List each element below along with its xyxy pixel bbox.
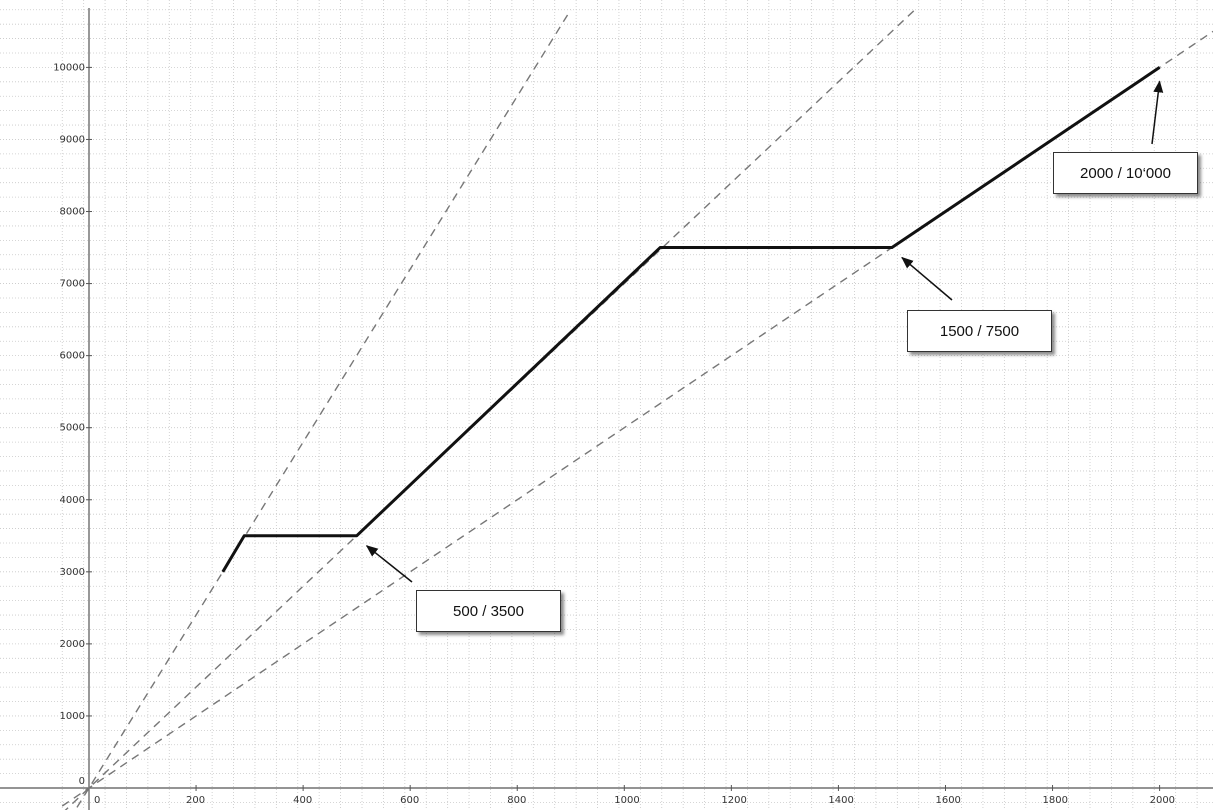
x-tick-label: 800: [507, 795, 526, 806]
y-tick-label: 1000: [60, 711, 85, 722]
y-tick-label: 3000: [60, 567, 85, 578]
annotation-arrow-2: [901, 256, 953, 301]
y-tick-label: 2000: [60, 639, 85, 650]
x-tick-label: 1800: [1043, 795, 1068, 806]
reference-line-3: [61, 30, 1213, 807]
y-tick-label: 4000: [60, 495, 85, 506]
reference-lines: [61, 9, 1213, 810]
callout-1500-7500: 1500 / 7500: [907, 310, 1052, 352]
annotation-arrow-1: [365, 545, 413, 583]
x-tick-label: 1000: [614, 795, 639, 806]
reference-line-1: [74, 9, 572, 810]
x-tick-label: 0: [94, 795, 100, 806]
y-tick-label: 6000: [60, 351, 85, 362]
axes: [0, 8, 1213, 810]
x-tick-label: 1200: [721, 795, 746, 806]
series: [221, 66, 1161, 573]
x-tick-label: 1400: [828, 795, 853, 806]
y-tick-label: 5000: [60, 423, 85, 434]
y-tick-label: 8000: [60, 207, 85, 218]
y-tick-label: 10000: [53, 62, 85, 73]
callout-500-3500: 500 / 3500: [416, 590, 561, 632]
x-tick-label: 600: [400, 795, 419, 806]
y-tick-label: 9000: [60, 134, 85, 145]
callout-2000-10000: 2000 / 10‘000: [1053, 152, 1198, 194]
y-tick-label: 7000: [60, 279, 85, 290]
x-tick-label: 200: [186, 795, 205, 806]
tick-labels: 0 200 400 600 800 1000 1200 1400 1600 1800 2000 0 10…: [53, 62, 1175, 806]
x-tick-label: 1600: [935, 795, 960, 806]
y-tick-label: 0: [79, 776, 85, 787]
annotation-arrows: [365, 80, 1164, 583]
x-tick-label: 2000: [1150, 795, 1175, 806]
annotation-arrow-3: [1151, 80, 1164, 145]
series-line-1: [221, 66, 1161, 573]
x-tick-label: 400: [293, 795, 312, 806]
